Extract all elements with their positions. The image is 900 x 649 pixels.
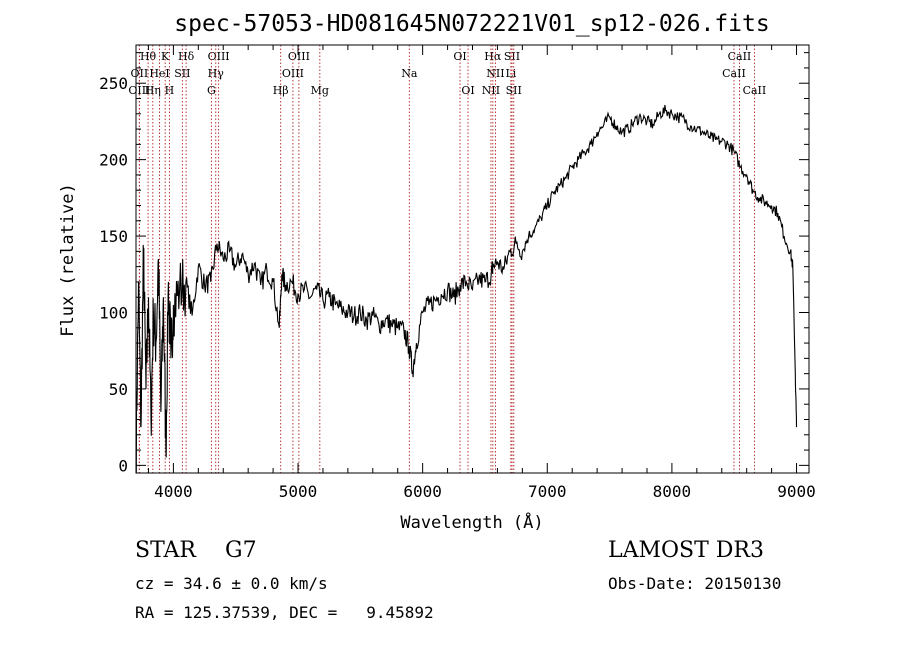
line-label: Hβ — [273, 84, 289, 97]
chart-title: spec-57053-HD081645N072221V01_sp12-026.f… — [174, 11, 769, 37]
line-label: CaII — [728, 50, 752, 63]
spectrum-line — [135, 104, 798, 474]
spectrum-series — [135, 104, 798, 474]
line-label: SII — [506, 84, 522, 97]
line-label: Hγ — [208, 67, 225, 80]
line-label: Hθ — [140, 50, 157, 63]
line-label: NII — [482, 84, 500, 97]
object-subclass: G7 — [225, 538, 257, 563]
x-tick-label: 6000 — [403, 482, 442, 501]
observation-date: Obs-Date: 20150130 — [608, 574, 782, 593]
line-label: OIII — [282, 67, 304, 80]
y-tick-label: 100 — [99, 304, 128, 323]
line-label: CaII — [743, 84, 767, 97]
axes: 4000 5000 6000 7000 8000 9000 0 50 100 150 200 250 — [99, 45, 816, 501]
y-axis-label: Flux (relative) — [58, 183, 78, 337]
line-label: OIII — [128, 84, 150, 97]
object-class: STAR — [135, 538, 196, 563]
line-label: NII — [486, 67, 504, 80]
line-label: H — [165, 84, 175, 97]
line-label: OIII — [208, 50, 230, 63]
line-label: OI — [461, 84, 474, 97]
y-tick-label: 250 — [99, 74, 128, 93]
survey-name: LAMOST DR3 — [608, 538, 764, 563]
line-label: OIII — [288, 50, 310, 63]
line-label: Li — [505, 67, 516, 80]
line-label: K — [161, 50, 170, 63]
y-tick-label: 150 — [99, 227, 128, 246]
line-label: SII — [174, 67, 190, 80]
x-tick-label: 4000 — [154, 482, 193, 501]
line-label: G — [207, 84, 216, 97]
x-tick-label: 9000 — [777, 482, 816, 501]
x-tick-label: 5000 — [279, 482, 318, 501]
redshift-value: cz = 34.6 ± 0.0 km/s — [135, 574, 328, 593]
line-label: CaII — [722, 67, 746, 80]
line-label: Na — [401, 67, 418, 80]
line-label: Hα — [484, 50, 502, 63]
coordinates: RA = 125.37539, DEC = 9.45892 — [135, 603, 434, 622]
line-label: HeI — [149, 67, 169, 80]
x-tick-label: 8000 — [653, 482, 692, 501]
line-label: Mg — [311, 84, 329, 97]
x-axis-label: Wavelength (Å) — [400, 511, 543, 533]
x-tick-label: 7000 — [528, 482, 567, 501]
y-tick-label: 200 — [99, 151, 128, 170]
line-label: Hδ — [178, 50, 195, 63]
y-tick-label: 0 — [118, 456, 128, 475]
line-label: OI — [453, 50, 466, 63]
y-tick-label: 50 — [109, 380, 128, 399]
line-label: SII — [504, 50, 520, 63]
line-label: Hη — [145, 84, 161, 97]
